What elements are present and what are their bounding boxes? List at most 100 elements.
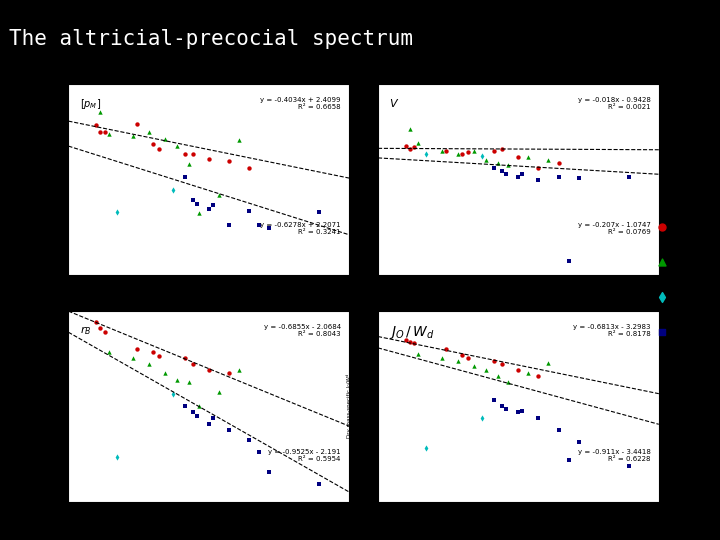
Text: Precocial: Precocial bbox=[675, 328, 709, 336]
Text: y = -0.4034x + 2.4099
R² = 0.6658: y = -0.4034x + 2.4099 R² = 0.6658 bbox=[260, 97, 341, 110]
Point bbox=[187, 360, 199, 369]
Text: y = -0.207x - 1.0747
R² = 0.0769: y = -0.207x - 1.0747 R² = 0.0769 bbox=[577, 222, 650, 235]
Point bbox=[513, 408, 524, 417]
X-axis label: Ultimate structural length log₁₀L∞ (cm): Ultimate structural length log₁₀L∞ (cm) bbox=[456, 514, 580, 519]
Point bbox=[477, 152, 488, 160]
Text: $J_O\,/\,W_d$: $J_O\,/\,W_d$ bbox=[390, 324, 435, 341]
Text: The altricial-precocial spectrum: The altricial-precocial spectrum bbox=[9, 29, 413, 49]
Point bbox=[95, 107, 107, 116]
Point bbox=[503, 378, 514, 387]
Point bbox=[405, 144, 416, 153]
Point bbox=[253, 448, 265, 456]
Point bbox=[183, 378, 194, 387]
Point bbox=[497, 360, 508, 369]
Point bbox=[533, 164, 544, 173]
Point bbox=[517, 170, 528, 178]
Point bbox=[207, 414, 219, 423]
Point bbox=[405, 338, 416, 346]
Point bbox=[497, 144, 508, 153]
Point bbox=[103, 130, 114, 138]
Point bbox=[405, 125, 416, 133]
Point bbox=[91, 318, 102, 327]
Point bbox=[243, 164, 255, 173]
Text: $V$: $V$ bbox=[390, 97, 400, 109]
Title: F(1,22)=16.33, p < 0.001: F(1,22)=16.33, p < 0.001 bbox=[160, 301, 258, 310]
Point bbox=[213, 191, 225, 199]
Point bbox=[191, 199, 202, 208]
Point bbox=[95, 128, 107, 137]
Point bbox=[408, 143, 420, 151]
Point bbox=[573, 174, 585, 183]
Point bbox=[159, 368, 171, 377]
Point bbox=[513, 366, 524, 375]
Point bbox=[223, 221, 235, 230]
Point bbox=[223, 157, 235, 166]
Point bbox=[153, 352, 164, 360]
Point bbox=[147, 348, 158, 357]
Point bbox=[127, 132, 138, 140]
Point bbox=[111, 453, 122, 461]
Point bbox=[492, 158, 504, 167]
Point bbox=[147, 140, 158, 149]
Point bbox=[223, 368, 235, 377]
Point bbox=[167, 185, 179, 194]
Point bbox=[243, 436, 255, 444]
Point bbox=[492, 372, 504, 381]
Y-axis label: Volume-specific somatic maintenance rate
log₁₀(pₘ) [J d⁻¹ cm⁻³]: Volume-specific somatic maintenance rate… bbox=[40, 120, 51, 239]
Y-axis label: Dry mass-specific J₀/Wᵈ
log₁₀(rᴮ/Wᵈ) [J g⁻¹ d⁻¹]: Dry mass-specific J₀/Wᵈ log₁₀(rᴮ/Wᵈ) [J … bbox=[346, 374, 359, 438]
Text: $[p_M]$: $[p_M]$ bbox=[80, 97, 101, 111]
Point bbox=[436, 354, 448, 363]
Point bbox=[513, 153, 524, 161]
Point bbox=[159, 135, 171, 144]
Point bbox=[233, 136, 245, 145]
Point bbox=[313, 480, 325, 489]
Point bbox=[143, 128, 154, 137]
Point bbox=[183, 160, 194, 168]
Point bbox=[500, 170, 512, 178]
Text: Semi-altricial: Semi-altricial bbox=[675, 258, 720, 266]
Point bbox=[264, 224, 275, 232]
Point bbox=[420, 150, 432, 159]
Point bbox=[171, 142, 182, 151]
Point bbox=[543, 156, 554, 164]
Text: y = -0.6813x - 3.2983
R² = 0.8178: y = -0.6813x - 3.2983 R² = 0.8178 bbox=[573, 324, 650, 337]
Point bbox=[623, 462, 634, 470]
Point bbox=[497, 402, 508, 410]
Text: y = -0.6278x + 2.2071
R² = 0.3241: y = -0.6278x + 2.2071 R² = 0.3241 bbox=[260, 222, 341, 235]
Point bbox=[179, 172, 191, 181]
Point bbox=[462, 354, 474, 363]
X-axis label: Ultimate structural length log₁₀L∞ (cm): Ultimate structural length log₁₀L∞ (cm) bbox=[147, 287, 271, 292]
Point bbox=[408, 339, 420, 348]
Point bbox=[400, 336, 412, 345]
Title: F(1,22)=18.49, p < 0.001: F(1,22)=18.49, p < 0.001 bbox=[469, 301, 567, 310]
Point bbox=[441, 345, 452, 354]
Point bbox=[533, 175, 544, 184]
Point bbox=[420, 444, 432, 453]
Y-axis label: Energy conductance log₁₀v (cm s⁻¹): Energy conductance log₁₀v (cm s⁻¹) bbox=[353, 131, 359, 228]
Point bbox=[313, 207, 325, 216]
Point bbox=[563, 257, 575, 266]
Point bbox=[193, 208, 204, 217]
X-axis label: Ultimate structural length log₁₀L∞ (cm): Ultimate structural length log₁₀L∞ (cm) bbox=[456, 287, 580, 292]
Text: y = -0.911x - 3.4418
R² = 0.6228: y = -0.911x - 3.4418 R² = 0.6228 bbox=[577, 449, 650, 462]
Point bbox=[553, 426, 564, 435]
Point bbox=[223, 426, 235, 435]
Point bbox=[143, 360, 154, 369]
Point bbox=[171, 376, 182, 384]
Point bbox=[91, 121, 102, 130]
Point bbox=[99, 328, 110, 336]
Point bbox=[500, 405, 512, 414]
Point bbox=[95, 324, 107, 333]
Text: y = -0.6855x - 2.0684
R² = 0.8043: y = -0.6855x - 2.0684 R² = 0.8043 bbox=[264, 324, 341, 337]
Y-axis label: von Bertalanffy growth rate log₁₀rᴮ (d⁻¹): von Bertalanffy growth rate log₁₀rᴮ (d⁻¹… bbox=[43, 352, 49, 461]
Point bbox=[203, 366, 215, 375]
Point bbox=[441, 147, 452, 156]
Point bbox=[179, 150, 191, 159]
Point bbox=[708, 20, 719, 29]
Point bbox=[203, 205, 215, 213]
Point bbox=[480, 156, 492, 164]
Point bbox=[469, 147, 480, 156]
Point bbox=[413, 139, 424, 147]
Text: y = -0.9525x - 2.191
R² = 0.5954: y = -0.9525x - 2.191 R² = 0.5954 bbox=[268, 449, 341, 462]
Point bbox=[553, 172, 564, 181]
